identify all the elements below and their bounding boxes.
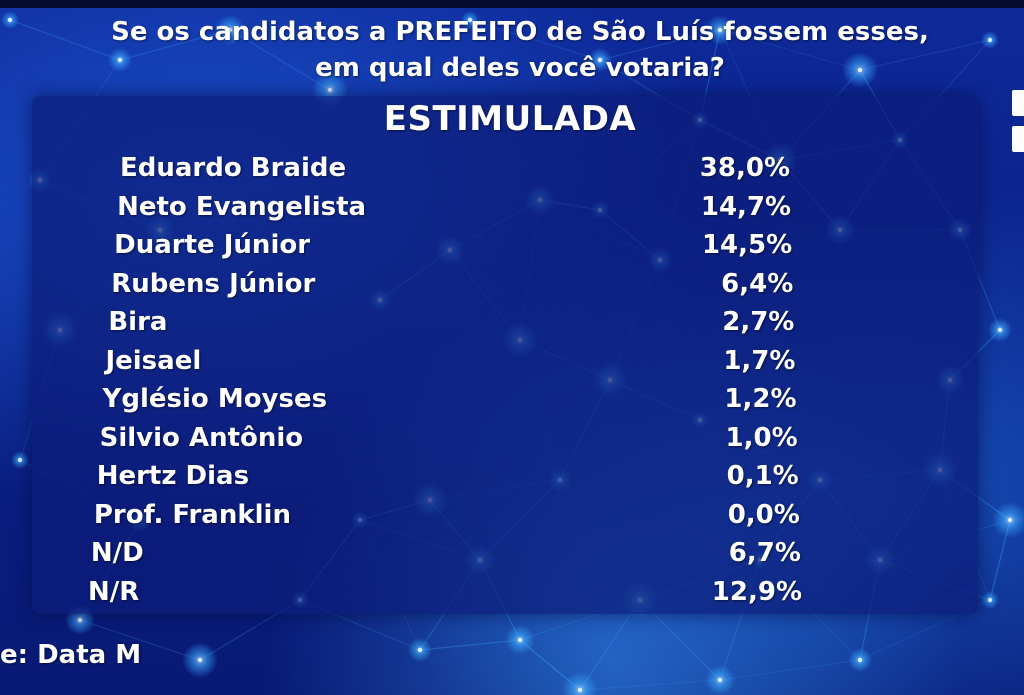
question-line-2: em qual deles você votaria?	[315, 53, 725, 83]
results-panel	[32, 96, 978, 614]
poll-question: Se os candidatos a PREFEITO de São Luís …	[60, 14, 980, 86]
candidate-name: N/D	[90, 538, 144, 568]
candidate-percentage: 6,7%	[728, 538, 801, 568]
poll-type-title: ESTIMULADA	[383, 99, 637, 139]
candidate-name: Hertz Dias	[96, 461, 250, 491]
candidate-name: Silvio Antônio	[99, 422, 304, 453]
candidate-percentage: 1,0%	[725, 422, 798, 453]
candidate-name: Prof. Franklin	[93, 499, 291, 530]
candidate-name: N/R	[88, 576, 140, 607]
candidate-percentage: 14,5%	[701, 230, 793, 260]
candidate-percentage: 6,4%	[721, 268, 794, 299]
candidate-percentage: 14,7%	[700, 191, 792, 222]
candidate-percentage: 0,0%	[727, 499, 800, 530]
candidate-percentage: 0,1%	[726, 461, 799, 491]
candidate-name: Yglésio Moyses	[102, 384, 328, 414]
source-label: e: Data M	[0, 640, 142, 670]
candidate-name: Rubens Júnior	[111, 268, 316, 299]
candidate-name: Duarte Júnior	[114, 230, 311, 260]
candidate-name: Eduardo Braide	[120, 153, 347, 183]
top-bezel	[0, 0, 1024, 8]
candidate-percentage: 1,7%	[723, 345, 796, 376]
candidate-name: Bira	[108, 307, 168, 337]
candidate-percentage: 2,7%	[722, 307, 795, 337]
candidate-name: Jeisael	[105, 345, 202, 376]
candidate-percentage: 12,9%	[711, 576, 802, 607]
candidate-name: Neto Evangelista	[117, 191, 367, 222]
question-line-1: Se os candidatos a PREFEITO de São Luís …	[111, 17, 929, 47]
candidate-percentage: 38,0%	[699, 153, 790, 183]
candidate-percentage: 1,2%	[724, 384, 797, 414]
edge-graphic	[1012, 90, 1024, 160]
